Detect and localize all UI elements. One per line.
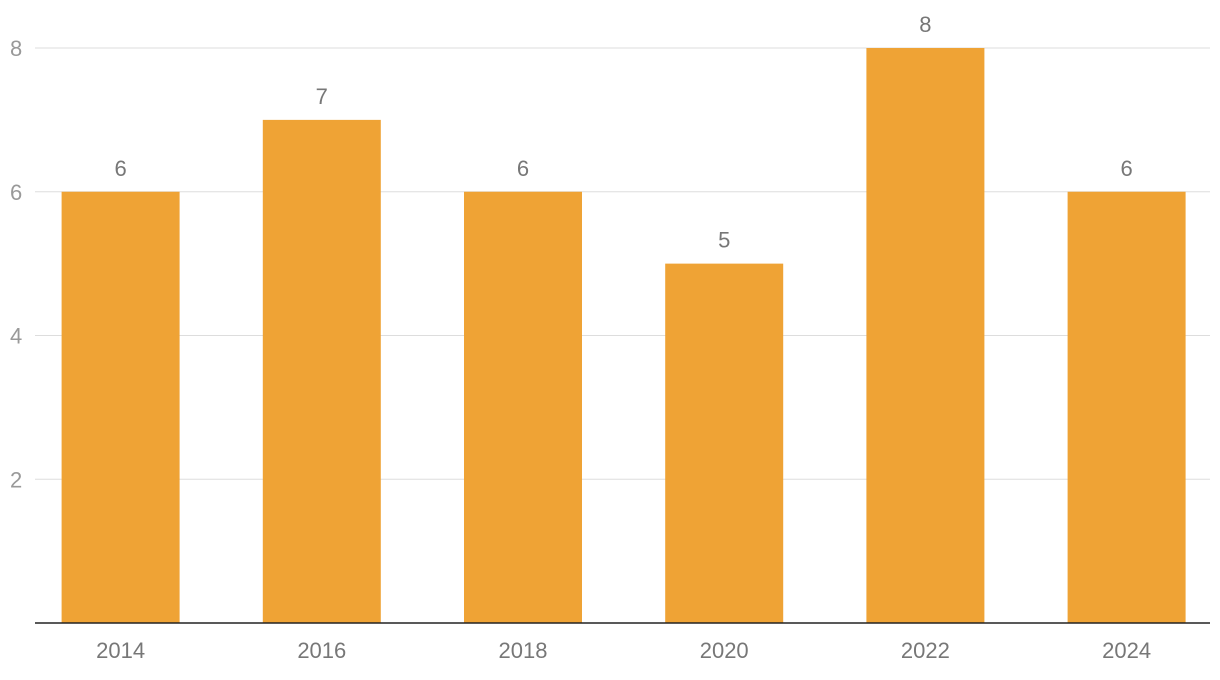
label-layer: 2 4 6 8 6 2014 7 2016 6 2018 5 2020 8 2022 6 2024 [10, 12, 1151, 663]
bar-layer [61, 48, 1186, 623]
data-label-2024: 6 [1120, 156, 1132, 181]
grid-layer [35, 47, 1210, 480]
x-tick-label-2022: 2022 [901, 638, 950, 663]
x-tick-label-2016: 2016 [297, 638, 346, 663]
data-label-2020: 5 [718, 228, 730, 253]
x-tick-label-2014: 2014 [96, 638, 145, 663]
data-label-2018: 6 [517, 156, 529, 181]
x-tick-label-2020: 2020 [700, 638, 749, 663]
bar-2022 [866, 48, 985, 623]
bar-2018 [464, 191, 582, 623]
data-label-2014: 6 [114, 156, 126, 181]
bar-2024 [1067, 191, 1186, 623]
bar-2020 [665, 263, 784, 623]
x-tick-label-2024: 2024 [1102, 638, 1151, 663]
data-label-2022: 8 [919, 12, 931, 37]
y-tick-label-6: 6 [10, 180, 22, 205]
bar-2014 [61, 191, 180, 623]
y-tick-label-2: 2 [10, 467, 22, 492]
y-tick-label-8: 8 [10, 36, 22, 61]
y-tick-label-4: 4 [10, 324, 22, 349]
data-label-2016: 7 [316, 84, 328, 109]
bar-2016 [262, 119, 381, 623]
x-tick-label-2018: 2018 [499, 638, 548, 663]
